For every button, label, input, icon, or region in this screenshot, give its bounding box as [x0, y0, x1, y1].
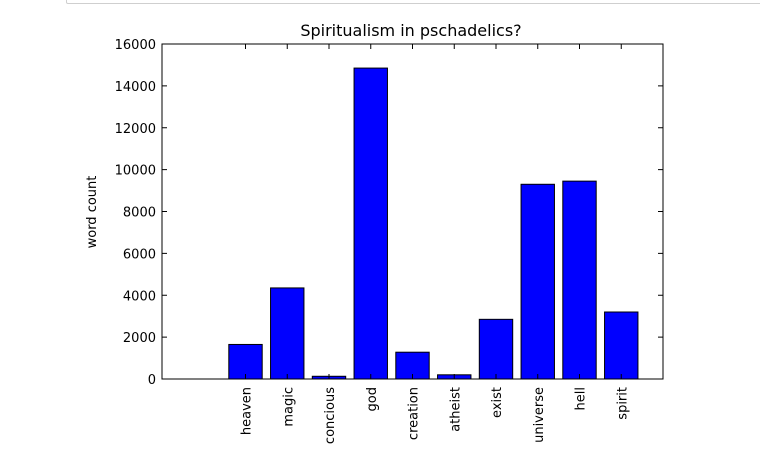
bar-hell — [562, 180, 597, 380]
y-tick-label: 14000 — [115, 80, 156, 95]
x-tick-label: universe — [532, 387, 547, 443]
y-axis-ticks: 0 2000 4000 6000 8000 10000 12000 14000 16000 — [115, 38, 663, 388]
x-tick-label: concious — [323, 387, 338, 444]
y-tick-label: 10000 — [115, 164, 156, 179]
x-tick-label: atheist — [448, 387, 463, 432]
bar-magic — [270, 287, 305, 380]
x-tick-label: heaven — [240, 387, 255, 435]
notebook-cell-border — [66, 0, 760, 4]
x-tick-label: spirit — [615, 387, 630, 420]
y-tick-label: 6000 — [123, 247, 156, 262]
bar-universe — [520, 183, 555, 380]
bar-exist — [478, 318, 514, 380]
x-axis-ticks: heaven magic concious god creation atheist exi… — [240, 44, 630, 444]
y-tick-label: 0 — [148, 373, 156, 388]
y-tick-label: 4000 — [123, 289, 156, 304]
bars — [228, 67, 639, 380]
bar-spirit — [604, 311, 639, 380]
y-tick-label: 12000 — [115, 122, 156, 137]
y-axis-label: word count — [85, 176, 100, 249]
x-tick-label: magic — [281, 387, 296, 427]
chart-title: Spiritualism in pschadelics? — [300, 21, 521, 40]
bar-god — [353, 67, 388, 380]
x-tick-label: hell — [574, 387, 589, 410]
bar-heaven — [228, 343, 263, 380]
x-tick-label: creation — [407, 387, 422, 440]
y-tick-label: 16000 — [115, 38, 156, 53]
y-tick-label: 2000 — [123, 331, 156, 346]
x-tick-label: exist — [490, 387, 505, 418]
y-tick-label: 8000 — [123, 206, 156, 221]
plot-frame — [161, 43, 664, 380]
x-tick-label: god — [365, 387, 380, 411]
